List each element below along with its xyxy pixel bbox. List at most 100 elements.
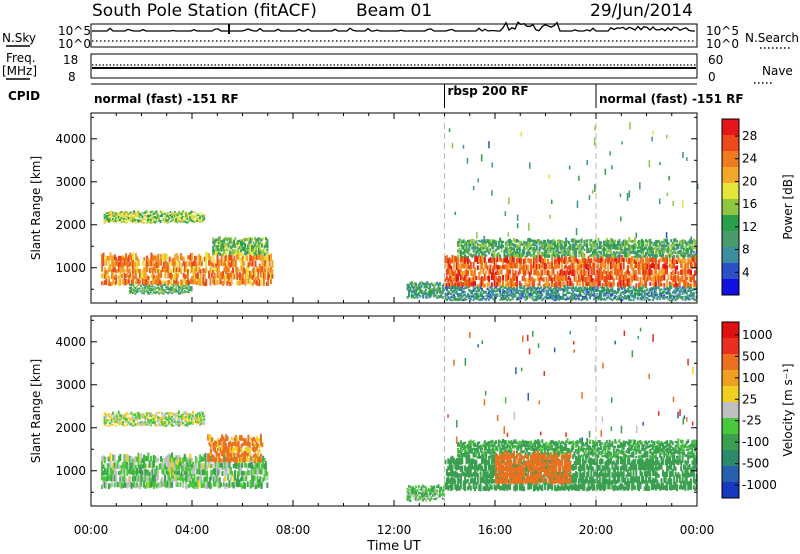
echo-cell	[166, 416, 169, 419]
echo-speck	[594, 125, 596, 131]
echo-cell	[450, 482, 453, 491]
echo-cell	[187, 290, 190, 293]
echo-cell	[119, 470, 122, 476]
echo-cell	[459, 263, 462, 270]
echo-cell	[587, 292, 590, 297]
echo-cell	[671, 255, 674, 258]
echo-cell	[185, 260, 188, 268]
echo-cell	[539, 286, 542, 289]
echo-cell	[185, 221, 187, 224]
echo-cell	[188, 261, 191, 267]
echo-cell	[459, 253, 462, 256]
echo-cell	[123, 467, 126, 476]
nave-tick-top: 60	[708, 53, 723, 67]
echo-cell	[583, 297, 586, 300]
echo-cell	[169, 291, 172, 294]
echo-cell	[190, 286, 193, 288]
echo-cell	[433, 488, 436, 493]
echo-cell	[457, 242, 460, 247]
echo-cell	[469, 485, 472, 491]
echo-cell	[608, 281, 611, 289]
echo-cell	[166, 291, 169, 295]
echo-cell	[230, 451, 233, 458]
echo-cell	[185, 280, 188, 286]
echo-cell	[113, 462, 116, 469]
echo-cell	[123, 268, 126, 273]
echo-cell	[475, 482, 478, 489]
echo-cell	[267, 253, 270, 262]
echo-cell	[232, 451, 235, 458]
echo-cell	[510, 252, 513, 257]
echo-cell	[563, 298, 566, 301]
echo-cell	[643, 289, 646, 294]
echo-cell	[647, 251, 650, 254]
echo-cell	[126, 215, 129, 218]
echo-cell	[459, 296, 462, 300]
echo-cell	[532, 239, 535, 245]
echo-cell	[531, 276, 534, 282]
echo-cell	[119, 454, 122, 462]
echo-cell	[614, 295, 617, 299]
echo-cell	[560, 246, 563, 251]
echo-cell	[545, 291, 548, 295]
echo-cell	[173, 291, 176, 293]
echo-cell	[590, 288, 593, 292]
echo-cell	[117, 417, 120, 421]
echo-cell	[617, 269, 619, 276]
echo-cell	[199, 258, 202, 267]
echo-cell	[621, 287, 624, 290]
echo-cell	[663, 290, 666, 293]
echo-cell	[408, 488, 410, 491]
echo-cell	[678, 240, 681, 244]
echo-cell	[464, 291, 467, 293]
echo-cell	[138, 464, 141, 474]
echo-cell	[465, 457, 468, 465]
echo-cell	[148, 472, 151, 481]
echo-cell	[622, 296, 625, 299]
echo-cell	[546, 258, 549, 264]
echo-cell	[150, 252, 153, 260]
echo-cell	[142, 421, 145, 424]
echo-cell	[499, 287, 502, 290]
echo-cell	[123, 416, 126, 419]
echo-cell	[182, 267, 185, 273]
echo-cell	[406, 494, 409, 499]
echo-cell	[115, 276, 118, 285]
echo-cell	[575, 242, 577, 246]
echo-cell	[558, 239, 561, 244]
echo-cell	[479, 286, 482, 290]
echo-cell	[171, 211, 173, 215]
echo-cell	[191, 261, 194, 267]
echo-cell	[691, 297, 694, 300]
echo-cell	[171, 288, 173, 291]
echo-cell	[600, 251, 603, 255]
echo-cell	[534, 243, 537, 247]
echo-cell	[474, 281, 476, 287]
echo-cell	[413, 281, 416, 286]
echo-cell	[180, 464, 183, 470]
echo-cell	[144, 463, 147, 469]
echo-cell	[687, 241, 690, 244]
echo-cell	[510, 253, 513, 262]
echo-cell	[183, 474, 186, 479]
echo-cell	[126, 211, 129, 214]
echo-cell	[586, 242, 589, 248]
echo-cell	[619, 297, 622, 301]
echo-cell	[259, 439, 262, 446]
echo-cell	[520, 240, 523, 244]
echo-cell	[562, 296, 565, 300]
echo-cell	[586, 276, 589, 282]
echo-cell	[200, 410, 203, 415]
echo-cell	[688, 253, 691, 258]
echo-cell	[614, 255, 617, 262]
echo-cell	[229, 458, 232, 463]
echo-cell	[469, 267, 472, 276]
echo-cell	[590, 286, 593, 290]
echo-cell	[231, 242, 234, 245]
echo-cell	[687, 295, 690, 297]
echo-cell	[507, 243, 510, 246]
echo-cell	[629, 250, 632, 255]
echo-cell	[248, 239, 251, 245]
echo-cell	[147, 417, 150, 419]
echo-cell	[661, 268, 664, 275]
